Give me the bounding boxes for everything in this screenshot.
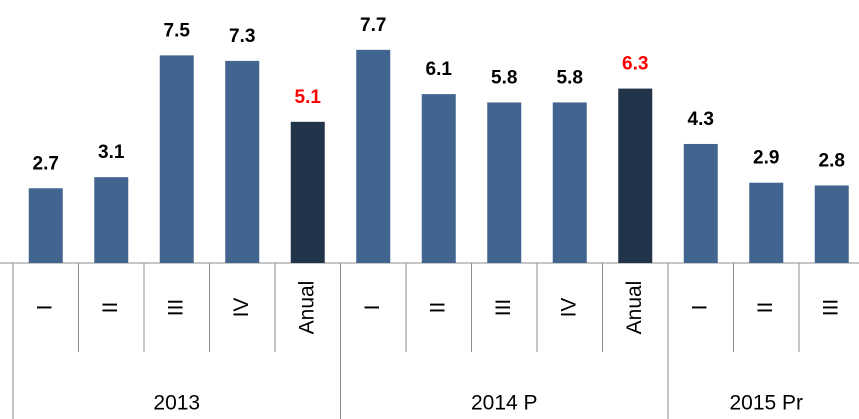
category-label: II (99, 302, 122, 314)
category-label: III (819, 299, 842, 317)
bar (552, 102, 587, 263)
bar (356, 49, 391, 264)
value-label: 4.3 (688, 109, 714, 130)
category-label: IV (557, 298, 580, 318)
value-label: 5.8 (557, 67, 583, 88)
bar (28, 188, 63, 263)
category-label: I (361, 305, 384, 311)
category-label: III (492, 299, 515, 317)
value-label: 6.3 (622, 54, 648, 75)
value-label: 2.8 (819, 150, 845, 171)
group-label: 2014 P (471, 392, 538, 415)
value-label: 5.8 (491, 67, 517, 88)
category-label: II (426, 302, 449, 314)
value-label: 7.3 (229, 26, 255, 47)
category-label: Anual (295, 281, 318, 335)
bar (814, 185, 849, 263)
value-label: 6.1 (426, 59, 453, 80)
category-label: II (754, 302, 777, 314)
value-label: 7.5 (164, 20, 191, 41)
bar (290, 121, 325, 264)
value-label: 5.1 (295, 87, 322, 108)
bar (94, 177, 129, 263)
value-label: 7.7 (360, 15, 386, 36)
category-label: III (164, 299, 187, 317)
group-label: 2015 Pr (729, 392, 803, 415)
bar (225, 60, 260, 264)
group-label: 2013 (153, 392, 200, 415)
bar (683, 143, 718, 263)
value-label: 2.7 (33, 153, 59, 174)
category-label: I (688, 305, 711, 311)
category-label: Anual (623, 281, 646, 335)
value-label: 3.1 (98, 142, 125, 163)
value-label: 2.9 (753, 148, 779, 169)
bar (159, 55, 194, 263)
category-label: IV (230, 298, 253, 318)
bar (749, 182, 784, 263)
category-label: I (33, 305, 56, 311)
bar (421, 94, 456, 263)
bar (618, 88, 653, 263)
bar (487, 102, 522, 263)
